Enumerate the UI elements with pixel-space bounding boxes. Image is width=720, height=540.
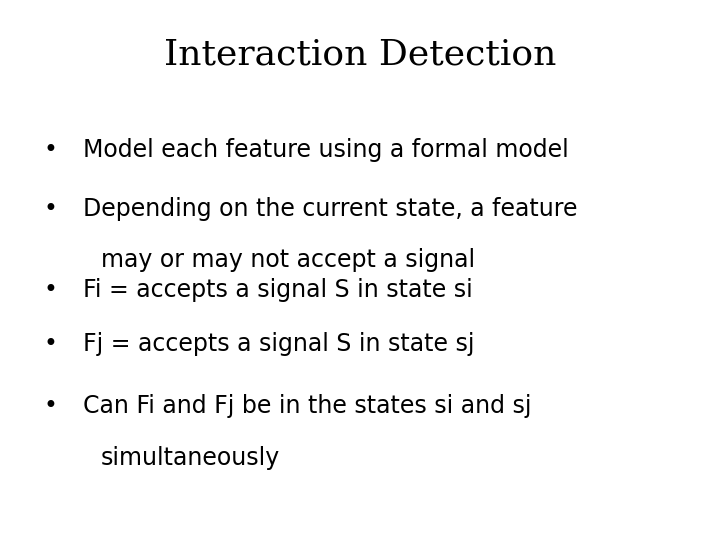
Text: •: • [43,197,58,221]
Text: •: • [43,394,58,418]
Text: Fj = accepts a signal S in state sj: Fj = accepts a signal S in state sj [83,332,474,356]
Text: Fi = accepts a signal S in state si: Fi = accepts a signal S in state si [83,278,472,302]
Text: Depending on the current state, a feature: Depending on the current state, a featur… [83,197,577,221]
Text: •: • [43,278,58,302]
Text: simultaneously: simultaneously [101,446,280,469]
Text: Can Fi and Fj be in the states si and sj: Can Fi and Fj be in the states si and sj [83,394,531,418]
Text: •: • [43,138,58,161]
Text: •: • [43,332,58,356]
Text: Model each feature using a formal model: Model each feature using a formal model [83,138,569,161]
Text: may or may not accept a signal: may or may not accept a signal [101,248,475,272]
Text: Interaction Detection: Interaction Detection [164,38,556,72]
